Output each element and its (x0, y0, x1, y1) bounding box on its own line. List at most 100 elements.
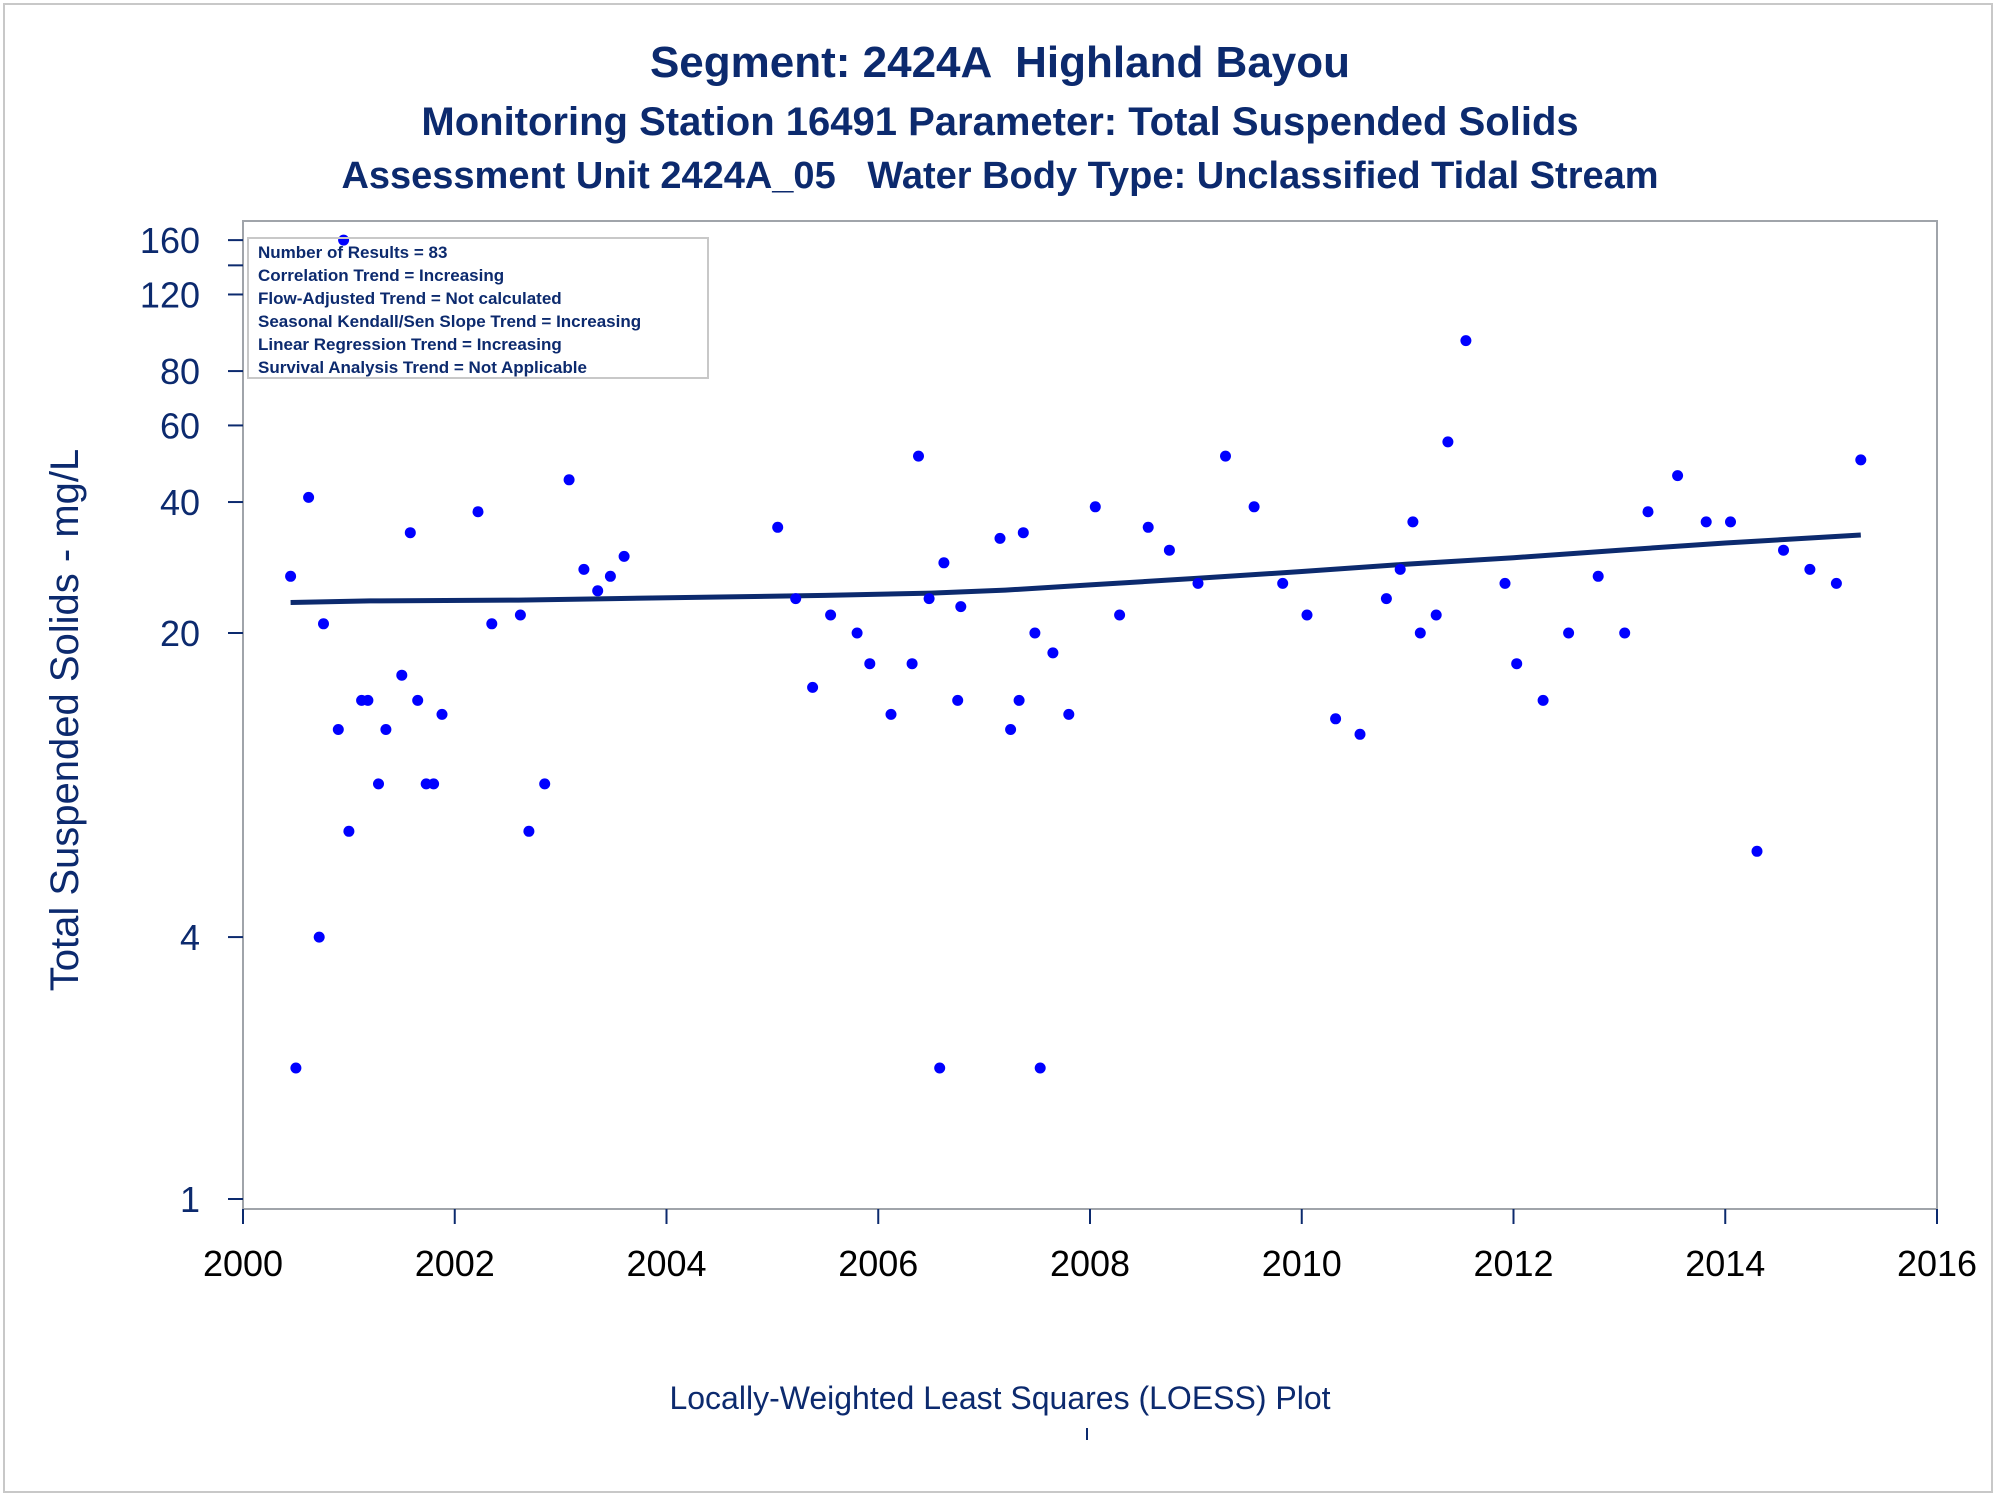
data-point (514, 609, 526, 621)
data-point (1034, 1062, 1046, 1074)
data-point (318, 618, 329, 630)
data-points (285, 234, 1867, 1074)
data-point (618, 550, 630, 562)
data-point (807, 681, 819, 693)
x-tick-label: 2016 (1897, 1243, 1977, 1284)
data-point (994, 532, 1006, 544)
data-point (1751, 845, 1763, 857)
y-tick-label: 4 (180, 917, 200, 958)
data-point (1394, 563, 1406, 575)
data-point (952, 694, 964, 706)
y-tick-label: 60 (160, 405, 200, 446)
data-point (1114, 609, 1126, 621)
data-point (1220, 450, 1231, 462)
page-frame (3, 3, 1993, 1493)
x-tick-label: 2008 (1050, 1243, 1130, 1284)
y-tick-label: 80 (160, 351, 200, 392)
data-point (1047, 647, 1059, 659)
data-point (1642, 506, 1654, 518)
data-point (1672, 470, 1684, 482)
data-point (1248, 501, 1260, 513)
data-point (1804, 563, 1816, 575)
data-point (825, 609, 837, 621)
data-point (934, 1062, 946, 1074)
data-point (885, 708, 897, 720)
data-point (864, 658, 876, 670)
data-point (523, 825, 535, 837)
data-point (906, 658, 918, 670)
stats-line: Survival Analysis Trend = Not Applicable (258, 358, 587, 377)
data-point (332, 724, 344, 735)
chart-subtitle-2: Assessment Unit 2424A_05 Water Body Type… (341, 155, 1659, 197)
stats-line: Flow-Adjusted Trend = Not calculated (258, 289, 562, 308)
data-point (362, 694, 374, 706)
data-point (1029, 627, 1041, 639)
x-tick-label: 2006 (838, 1243, 918, 1284)
data-point (1830, 577, 1842, 589)
data-point (303, 491, 315, 503)
data-point (1005, 724, 1017, 735)
stats-line: Correlation Trend = Increasing (258, 266, 504, 285)
x-tick-label: 2002 (415, 1243, 495, 1284)
data-point (1778, 544, 1789, 556)
footer-caption: Locally-Weighted Least Squares (LOESS) P… (669, 1380, 1331, 1416)
data-point (436, 708, 448, 720)
footer-mark (1086, 1428, 1088, 1440)
data-point (1013, 694, 1025, 706)
data-point (428, 778, 440, 790)
data-point (923, 593, 935, 605)
data-point (1089, 501, 1101, 513)
data-point (1499, 577, 1511, 589)
data-point (1163, 544, 1175, 556)
stats-box: Number of Results = 83 Correlation Trend … (247, 237, 709, 379)
data-point (790, 593, 802, 605)
data-point (1855, 454, 1867, 466)
data-point (1414, 627, 1426, 639)
data-point (563, 474, 575, 486)
y-tick-label: 20 (160, 613, 200, 654)
x-tick-label: 2012 (1473, 1243, 1553, 1284)
y-tick-label: 120 (140, 274, 200, 315)
data-point (1563, 627, 1575, 639)
y-tick-label: 160 (140, 220, 200, 261)
data-point (1301, 609, 1313, 621)
y-axis: 1 4 20 40 60 80 120 160 (140, 220, 243, 1220)
stats-line: Linear Regression Trend = Increasing (258, 335, 562, 354)
chart-title: Segment: 2424A Highland Bayou (649, 38, 1351, 87)
stats-line: Seasonal Kendall/Sen Slope Trend = Incre… (258, 312, 641, 331)
data-point (1700, 516, 1712, 528)
data-point (913, 450, 924, 462)
data-point (1511, 658, 1523, 670)
data-point (1442, 436, 1454, 448)
data-point (1017, 527, 1029, 539)
y-tick-label: 1 (180, 1179, 200, 1220)
data-point (412, 694, 424, 706)
data-point (313, 931, 325, 943)
data-point (1407, 516, 1419, 528)
data-point (1460, 335, 1472, 347)
x-tick-label: 2000 (203, 1243, 283, 1284)
data-point (380, 724, 392, 735)
data-point (772, 521, 784, 533)
data-point (592, 585, 604, 597)
data-point (1330, 713, 1342, 725)
data-point (285, 570, 297, 582)
y-tick-label: 40 (160, 482, 200, 523)
data-point (1537, 694, 1549, 706)
stats-line: Number of Results = 83 (258, 243, 447, 262)
data-point (1277, 577, 1289, 589)
chart-subtitle: Monitoring Station 16491 Parameter: Tota… (421, 100, 1579, 144)
data-point (955, 601, 967, 613)
data-point (1430, 609, 1442, 621)
loess-trend-path (290, 532, 1861, 605)
data-point (578, 563, 590, 575)
data-point (1142, 521, 1154, 533)
data-point (938, 557, 950, 569)
x-tick-label: 2004 (626, 1243, 706, 1284)
x-axis: 2000 2002 2004 2006 2008 2010 2012 2014 2016 (203, 1209, 1977, 1284)
x-tick-label: 2010 (1262, 1243, 1342, 1284)
data-point (396, 669, 408, 681)
x-tick-label: 2014 (1685, 1243, 1765, 1284)
trend-line (290, 532, 1861, 605)
